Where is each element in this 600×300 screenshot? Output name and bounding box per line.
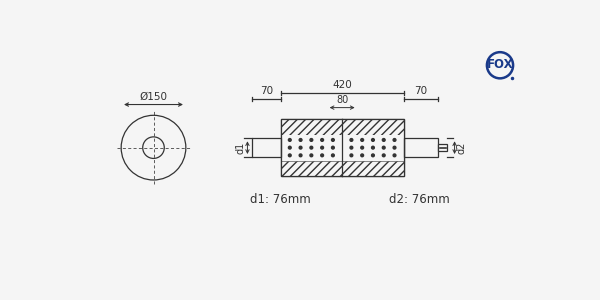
Text: 70: 70: [260, 86, 273, 96]
Bar: [281, 119, 342, 135]
Circle shape: [321, 146, 323, 149]
Circle shape: [361, 146, 364, 149]
Circle shape: [382, 154, 385, 157]
Text: d2: d2: [456, 142, 466, 154]
Circle shape: [361, 154, 364, 157]
Circle shape: [289, 154, 291, 157]
Circle shape: [310, 139, 313, 141]
Circle shape: [321, 139, 323, 141]
Circle shape: [382, 146, 385, 149]
Bar: [342, 161, 404, 176]
Circle shape: [350, 139, 353, 141]
Circle shape: [332, 154, 334, 157]
Bar: [281, 161, 342, 176]
Bar: [252, 138, 281, 157]
Circle shape: [382, 139, 385, 141]
Text: Ø150: Ø150: [139, 92, 167, 101]
Circle shape: [289, 146, 291, 149]
Text: 80: 80: [336, 95, 348, 105]
Bar: [281, 135, 342, 161]
Bar: [281, 119, 404, 176]
Bar: [281, 119, 404, 176]
Circle shape: [371, 139, 374, 141]
Bar: [404, 138, 439, 157]
Circle shape: [350, 154, 353, 157]
Circle shape: [393, 154, 396, 157]
Circle shape: [371, 146, 374, 149]
Bar: [439, 144, 447, 151]
Text: FOX: FOX: [487, 58, 514, 71]
Circle shape: [299, 139, 302, 141]
Text: d1: 76mm: d1: 76mm: [250, 193, 311, 206]
Text: d2: 76mm: d2: 76mm: [389, 193, 449, 206]
Circle shape: [371, 154, 374, 157]
Circle shape: [321, 154, 323, 157]
Circle shape: [310, 146, 313, 149]
Text: 70: 70: [415, 86, 428, 96]
Circle shape: [299, 154, 302, 157]
Circle shape: [332, 139, 334, 141]
Bar: [342, 135, 404, 161]
Circle shape: [299, 146, 302, 149]
Circle shape: [393, 139, 396, 141]
Circle shape: [332, 146, 334, 149]
Text: 420: 420: [332, 80, 352, 90]
Bar: [342, 119, 404, 135]
Circle shape: [289, 139, 291, 141]
Circle shape: [310, 154, 313, 157]
Circle shape: [361, 139, 364, 141]
Circle shape: [393, 146, 396, 149]
Text: d1: d1: [236, 142, 246, 154]
Circle shape: [350, 146, 353, 149]
